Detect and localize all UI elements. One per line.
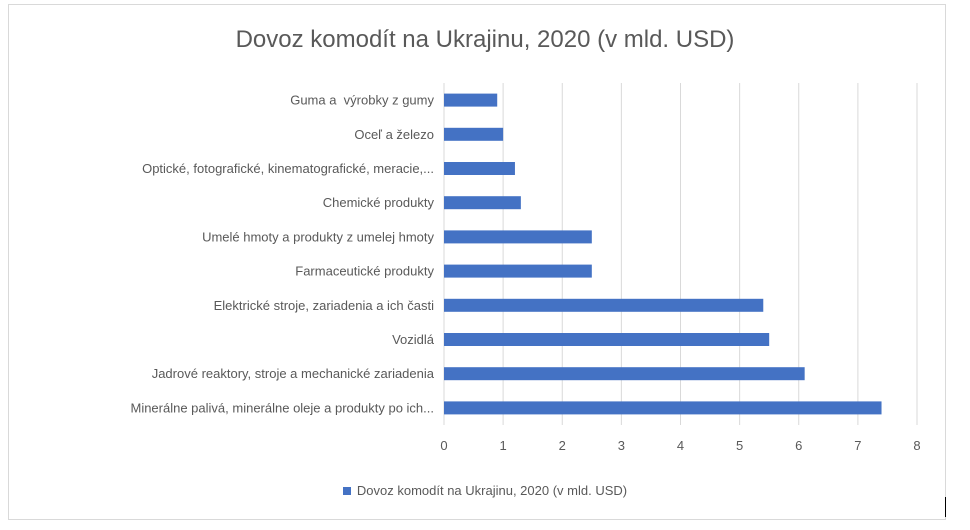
category-label: Vozidlá (392, 332, 435, 347)
category-label: Umelé hmoty a produkty z umelej hmoty (202, 229, 434, 244)
legend-label: Dovoz komodít na Ukrajinu, 2020 (v mld. … (356, 483, 628, 499)
x-tick-label-4: 4 (677, 438, 684, 453)
bar (444, 298, 764, 312)
bar (444, 230, 592, 244)
x-tick-label-2: 2 (559, 438, 566, 453)
bar (444, 196, 521, 210)
bar (444, 162, 515, 175)
bar (444, 333, 770, 346)
chart-frame (8, 4, 946, 520)
category-label: Oceľ a železo (354, 127, 434, 142)
x-tick-label-6: 6 (795, 438, 802, 453)
bar (444, 93, 498, 107)
bar (444, 401, 882, 415)
x-tick-label-3: 3 (618, 438, 625, 453)
category-label: Minerálne palivá, minerálne oleje a prod… (130, 400, 434, 415)
x-tick-label-0: 0 (440, 438, 447, 453)
x-tick-label-5: 5 (736, 438, 743, 453)
category-label: Jadrové reaktory, stroje a mechanické za… (152, 366, 435, 381)
category-label: Guma a výrobky z gumy (290, 93, 434, 108)
text-cursor (945, 497, 946, 517)
category-label: Chemické produkty (323, 195, 435, 210)
x-tick-label-7: 7 (854, 438, 861, 453)
chart-legend: Dovoz komodít na Ukrajinu, 2020 (v mld. … (0, 482, 970, 498)
category-label: Farmaceutické produkty (295, 264, 434, 279)
legend-swatch (342, 486, 351, 495)
x-tick-label-1: 1 (500, 438, 507, 453)
bar (444, 264, 592, 278)
x-tick-label-8: 8 (913, 438, 920, 453)
bar (444, 367, 805, 381)
category-label: Optické, fotografické, kinematografické,… (142, 161, 434, 176)
bar (444, 127, 504, 141)
chart-title: Dovoz komodít na Ukrajinu, 2020 (v mld. … (235, 26, 735, 53)
category-label: Elektrické stroje, zariadenia a ich čast… (214, 298, 434, 313)
